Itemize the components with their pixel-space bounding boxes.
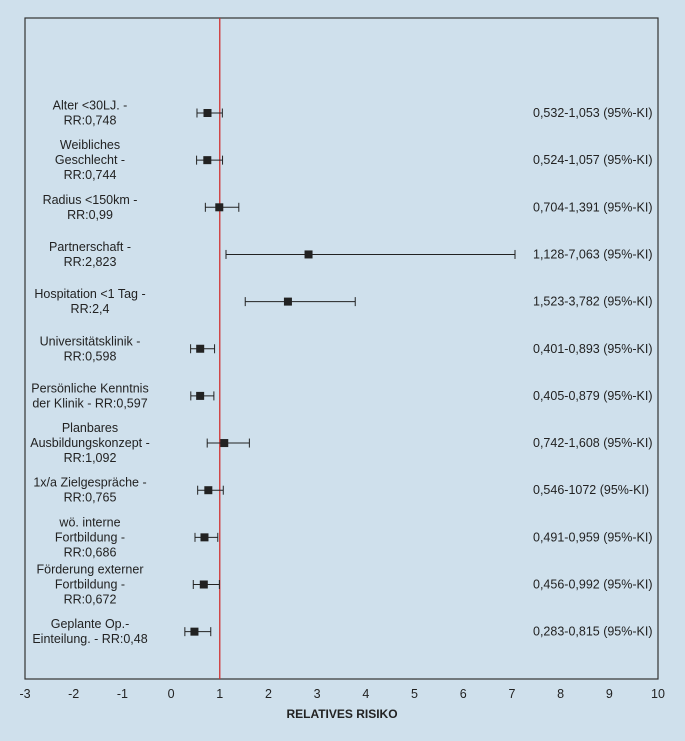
forest-row: Geplante Op.-Einteilung. - RR:0,48 0,283-… bbox=[32, 617, 652, 646]
row-label-line: Partnerschaft - bbox=[49, 240, 131, 254]
x-tick-label: 7 bbox=[508, 687, 515, 701]
ci-text: 0,405-0,879 (95%-KI) bbox=[533, 389, 653, 403]
forest-row: Hospitation <1 Tag -RR:2,4 1,523-3,782 (9… bbox=[34, 287, 652, 316]
row-label: Universitätsklinik -RR:0,598 bbox=[40, 334, 141, 363]
x-tick-label: 4 bbox=[362, 687, 369, 701]
x-tick-label: 6 bbox=[460, 687, 467, 701]
forest-row: Persönliche Kenntnis der Klinik - RR:0,59… bbox=[31, 381, 652, 410]
row-label: Partnerschaft -RR:2,823 bbox=[49, 240, 131, 269]
row-label-line: wö. interne bbox=[58, 515, 120, 529]
row-label: Persönliche Kenntnis der Klinik - RR:0,59… bbox=[31, 381, 148, 410]
ci-text: 0,742-1,608 (95%-KI) bbox=[533, 436, 653, 450]
x-tick-label: 0 bbox=[168, 687, 175, 701]
rr-marker bbox=[304, 250, 313, 259]
x-tick-label: 8 bbox=[557, 687, 564, 701]
rr-marker bbox=[215, 203, 224, 212]
row-label: 1x/a Zielgespräche -RR:0,765 bbox=[33, 476, 146, 505]
ci-text: 0,532-1,053 (95%-KI) bbox=[533, 106, 653, 120]
ci-text: 1,523-3,782 (95%-KI) bbox=[533, 295, 653, 309]
x-tick-label: 10 bbox=[651, 687, 665, 701]
rows-group: Alter <30LJ. -RR:0,748 0,532-1,053 (95%-K… bbox=[30, 99, 652, 647]
row-label-line: RR:0,598 bbox=[64, 349, 117, 363]
row-label-line: RR:0,686 bbox=[64, 545, 117, 559]
row-label: Radius <150km -RR:0,99 bbox=[43, 193, 138, 222]
x-tick-label: 3 bbox=[314, 687, 321, 701]
x-tick-label: 9 bbox=[606, 687, 613, 701]
forest-row: Radius <150km -RR:0,99 0,704-1,391 (95%-K… bbox=[43, 193, 653, 222]
row-label-line: Radius <150km - bbox=[43, 193, 138, 207]
ci-text: 1,128-7,063 (95%-KI) bbox=[533, 247, 653, 261]
ci-text: 0,491-0,959 (95%-KI) bbox=[533, 530, 653, 544]
row-label-line: Weibliches bbox=[60, 138, 120, 152]
row-label-line: Planbares bbox=[62, 421, 118, 435]
rr-marker bbox=[196, 391, 205, 400]
row-label: wö. interne Fortbildung -RR:0,686 bbox=[55, 515, 125, 559]
row-label-line: RR:0,765 bbox=[64, 491, 117, 505]
row-label-line: Fortbildung - bbox=[55, 530, 125, 544]
row-label-line: Förderung externer bbox=[36, 563, 143, 577]
row-label: Weibliches Geschlecht -RR:0,744 bbox=[55, 138, 125, 182]
rr-marker bbox=[220, 439, 229, 448]
rr-marker bbox=[283, 297, 292, 306]
x-tick-label: -3 bbox=[19, 687, 30, 701]
row-label-line: RR:0,99 bbox=[67, 208, 113, 222]
ci-text: 0,401-0,893 (95%-KI) bbox=[533, 342, 653, 356]
row-label-line: RR:0,748 bbox=[64, 114, 117, 128]
row-label-line: der Klinik - RR:0,597 bbox=[32, 396, 147, 410]
x-tick-label: -1 bbox=[117, 687, 128, 701]
ci-text: 0,456-0,992 (95%-KI) bbox=[533, 578, 653, 592]
ci-text: 0,283-0,815 (95%-KI) bbox=[533, 625, 653, 639]
ci-text: 0,546-1072 (95%-KI) bbox=[533, 483, 649, 497]
ci-text: 0,704-1,391 (95%-KI) bbox=[533, 200, 653, 214]
row-label-line: Ausbildungskonzept - bbox=[30, 436, 150, 450]
row-label-line: Persönliche Kenntnis bbox=[31, 381, 148, 395]
row-label-line: RR:0,672 bbox=[64, 593, 117, 607]
row-label-line: 1x/a Zielgespräche - bbox=[33, 476, 146, 490]
x-axis: -3 -2 -1 0 1 2 3 4 5 6 7 8 9 10 bbox=[19, 687, 665, 701]
row-label-line: Geplante Op.- bbox=[51, 617, 130, 631]
row-label-line: RR:1,092 bbox=[64, 451, 117, 465]
x-tick-label: -2 bbox=[68, 687, 79, 701]
forest-row: wö. interne Fortbildung -RR:0,686 0,491-0,… bbox=[55, 515, 653, 559]
row-label: Alter <30LJ. -RR:0,748 bbox=[53, 99, 128, 128]
row-label-line: Universitätsklinik - bbox=[40, 334, 141, 348]
rr-marker bbox=[190, 627, 199, 636]
row-label-line: RR:2,4 bbox=[71, 302, 110, 316]
x-tick-label: 2 bbox=[265, 687, 272, 701]
rr-marker bbox=[203, 156, 212, 165]
rr-marker bbox=[203, 109, 212, 117]
rr-marker bbox=[200, 533, 209, 542]
row-label-line: Geschlecht - bbox=[55, 153, 125, 167]
row-label: Planbares Ausbildungskonzept -RR:1,092 bbox=[30, 421, 150, 465]
rr-marker bbox=[196, 344, 205, 353]
x-tick-label: 1 bbox=[216, 687, 223, 701]
x-axis-title: RELATIVES RISIKO bbox=[286, 707, 397, 721]
forest-row: Partnerschaft -RR:2,823 1,128-7,063 (95%-… bbox=[49, 240, 653, 269]
forest-row: Alter <30LJ. -RR:0,748 0,532-1,053 (95%-K… bbox=[53, 99, 653, 128]
row-label-line: Hospitation <1 Tag - bbox=[34, 287, 145, 301]
row-label: Geplante Op.-Einteilung. - RR:0,48 bbox=[32, 617, 147, 646]
row-label-line: Einteilung. - RR:0,48 bbox=[32, 632, 147, 646]
rr-marker bbox=[199, 580, 208, 589]
row-label-line: RR:0,744 bbox=[64, 168, 117, 182]
row-label-line: Alter <30LJ. - bbox=[53, 99, 128, 113]
forest-row: Planbares Ausbildungskonzept -RR:1,092 0,7… bbox=[30, 421, 652, 465]
forest-row: Förderung externer Fortbildung -RR:0,672 0… bbox=[36, 563, 652, 607]
row-label: Hospitation <1 Tag -RR:2,4 bbox=[34, 287, 145, 316]
ci-text: 0,524-1,057 (95%-KI) bbox=[533, 153, 653, 167]
row-label-line: RR:2,823 bbox=[64, 255, 117, 269]
plot-frame bbox=[24, 17, 659, 680]
forest-row: Universitätsklinik -RR:0,598 0,401-0,893 … bbox=[40, 334, 653, 363]
row-label-line: Fortbildung - bbox=[55, 578, 125, 592]
rr-marker bbox=[204, 486, 213, 495]
row-label: Förderung externer Fortbildung -RR:0,672 bbox=[36, 563, 143, 607]
forest-row: Weibliches Geschlecht -RR:0,744 0,524-1,05… bbox=[55, 138, 653, 182]
forest-row: 1x/a Zielgespräche -RR:0,765 0,546-1072 (… bbox=[33, 476, 649, 505]
x-tick-label: 5 bbox=[411, 687, 418, 701]
